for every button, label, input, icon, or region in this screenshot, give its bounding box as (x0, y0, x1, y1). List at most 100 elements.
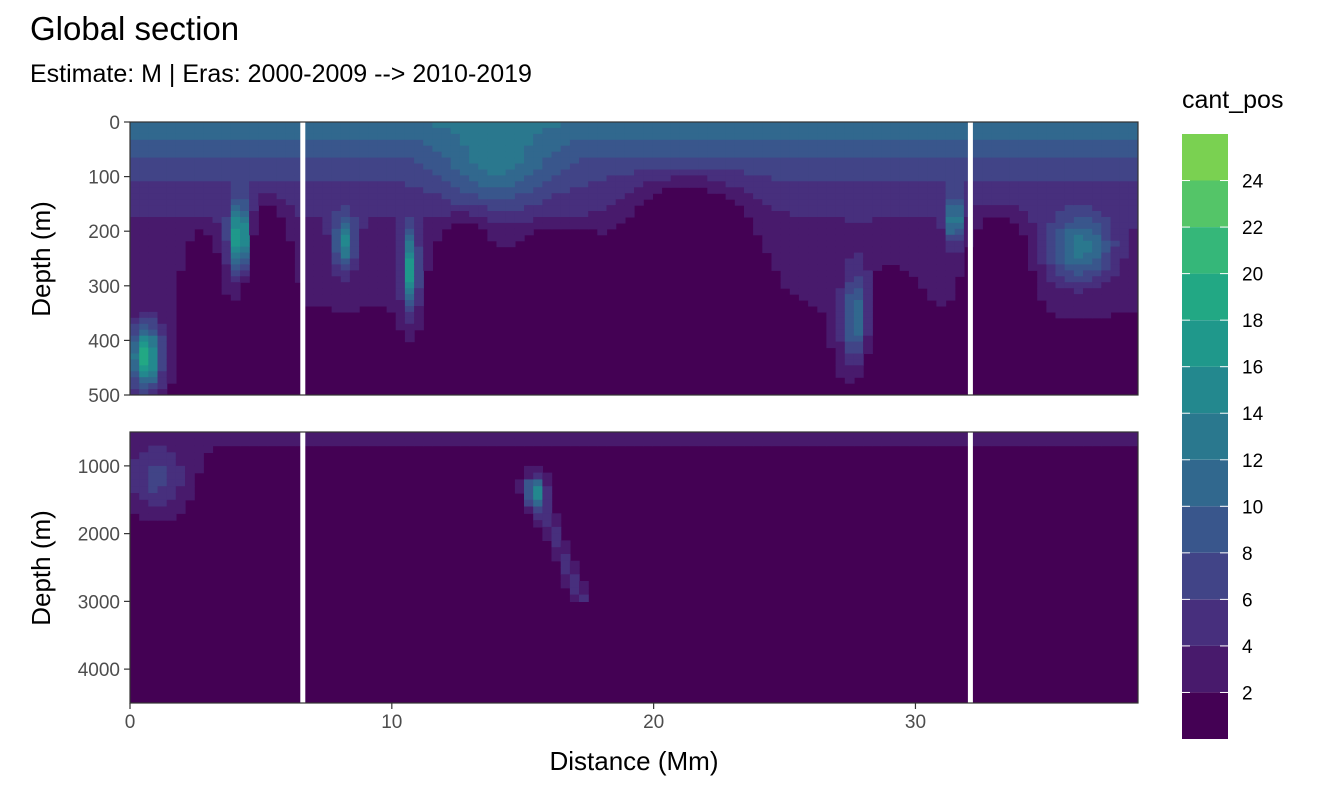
heat-cell (166, 252, 177, 260)
heat-cell (798, 234, 809, 242)
heat-cell (212, 151, 223, 159)
heat-cell (982, 199, 992, 206)
y-tick-label-lower: 1000 (78, 457, 120, 478)
heat-cell (459, 438, 470, 447)
heat-cell (679, 133, 690, 141)
heat-cell (1037, 122, 1047, 129)
heat-cell (1018, 438, 1029, 447)
heat-cell (780, 270, 791, 277)
heat-cell (377, 438, 388, 447)
heat-cell (340, 228, 351, 236)
heat-cell (1037, 438, 1047, 447)
heat-cell (551, 122, 562, 129)
heat-cell (240, 193, 250, 200)
heat-cell (414, 270, 424, 277)
heat-cell (1110, 193, 1121, 200)
heat-cell (771, 175, 782, 182)
heat-cell (1009, 199, 1020, 206)
heat-cell (258, 127, 269, 135)
heat-cell (1101, 193, 1112, 200)
heat-cell (175, 163, 186, 170)
heat-cell (148, 479, 159, 487)
heat-cell (771, 151, 782, 159)
heat-cell (130, 264, 140, 271)
heat-cell (524, 199, 534, 206)
heat-cell (826, 175, 837, 182)
heat-cell (835, 151, 846, 159)
heat-cell (853, 246, 864, 254)
heat-cell (918, 228, 928, 236)
heat-cell (331, 294, 342, 301)
heat-cell (863, 139, 873, 147)
heat-cell (404, 438, 415, 447)
heat-cell (560, 211, 571, 218)
heat-cell (853, 365, 864, 372)
heat-cell (569, 217, 580, 224)
heat-cell (414, 288, 424, 295)
heat-cell (853, 145, 864, 153)
heat-cell (175, 151, 186, 159)
heat-cell (1128, 288, 1138, 295)
heat-cell (395, 222, 406, 230)
heat-cell (368, 133, 379, 141)
heat-cell (1018, 193, 1029, 200)
heat-cell (148, 377, 159, 384)
heat-cell (835, 317, 846, 325)
heat-cell (148, 127, 159, 135)
heat-cell (331, 222, 342, 230)
heat-cell (1110, 211, 1121, 218)
heat-cell (340, 288, 351, 295)
heat-cell (826, 246, 837, 254)
heat-cell (414, 181, 424, 188)
heat-cell (1000, 127, 1011, 135)
heat-cell (340, 127, 351, 135)
heat-cell (148, 234, 159, 242)
heat-cell (954, 157, 965, 165)
heat-cell (212, 432, 223, 440)
heat-cell (863, 217, 873, 224)
heat-cell (368, 258, 379, 265)
heat-cell (679, 432, 690, 440)
heat-cell (899, 222, 910, 230)
heat-cell (533, 205, 543, 212)
heat-cell (175, 432, 186, 440)
heat-cell (285, 432, 296, 440)
heat-cell (588, 217, 598, 224)
heat-cell (487, 139, 498, 147)
heat-cell (157, 472, 168, 480)
heat-cell (166, 122, 177, 129)
heat-cell (130, 493, 140, 501)
heat-cell (130, 506, 140, 514)
heat-cell (863, 222, 873, 230)
heat-cell (240, 157, 250, 165)
heat-cell (185, 459, 195, 467)
heat-cell (789, 205, 800, 212)
heat-cell (194, 432, 204, 440)
heat-cell (1092, 145, 1102, 153)
heat-cell (634, 199, 644, 206)
heat-cell (551, 438, 562, 447)
heat-cell (423, 163, 433, 170)
heat-cell (1092, 175, 1102, 182)
heat-cell (313, 300, 324, 307)
heat-cell (551, 175, 562, 182)
heat-cell (175, 472, 186, 480)
heat-cell (1064, 240, 1075, 248)
heat-cell (1110, 163, 1121, 170)
heat-cell (349, 193, 360, 200)
heat-cell (606, 193, 617, 200)
heat-cell (203, 228, 214, 236)
heat-cell (212, 199, 223, 206)
heat-cell (175, 499, 186, 508)
heat-cell (533, 513, 543, 521)
heat-cell (331, 252, 342, 260)
heat-cell (844, 311, 855, 319)
heat-cell (1083, 270, 1093, 277)
heat-cell (487, 145, 498, 153)
heat-cell (542, 122, 553, 129)
heat-cell (148, 445, 159, 453)
heat-cell (936, 288, 947, 295)
heat-cell (1055, 205, 1066, 212)
heat-cell (514, 139, 525, 147)
heat-cell (432, 157, 443, 165)
